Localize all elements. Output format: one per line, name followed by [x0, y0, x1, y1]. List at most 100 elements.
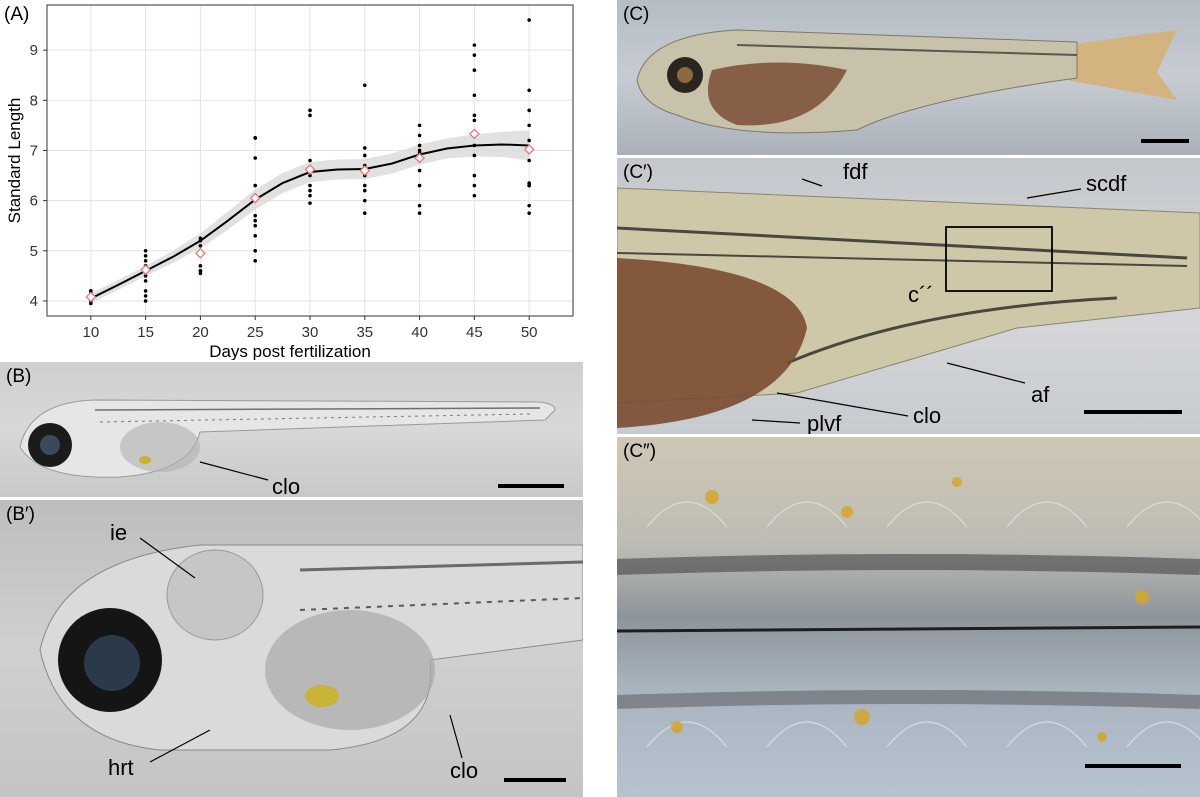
annotation-scdf: scdf — [1086, 171, 1127, 196]
annotation-clo: clo — [913, 403, 942, 428]
data-point — [308, 183, 312, 188]
y-tick-label: 8 — [30, 92, 38, 109]
data-point — [253, 233, 258, 238]
data-point — [308, 173, 312, 178]
data-point — [89, 289, 93, 293]
data-point — [143, 274, 148, 278]
data-point — [198, 269, 203, 273]
y-tick-label: 7 — [30, 142, 38, 159]
panel-c-label: (C) — [623, 4, 650, 25]
data-point — [143, 294, 148, 298]
data-point — [472, 173, 477, 178]
data-point — [417, 183, 422, 188]
data-point — [308, 108, 312, 113]
data-point — [253, 183, 258, 188]
data-point — [417, 203, 422, 208]
data-point — [527, 108, 531, 113]
data-point — [472, 53, 477, 57]
data-point — [198, 243, 203, 248]
x-tick-label: 35 — [356, 324, 373, 341]
data-point — [527, 183, 531, 188]
panel-b-larva-photo: (B) clo — [0, 362, 583, 497]
data-point — [362, 183, 367, 188]
data-point — [472, 153, 477, 158]
data-point — [527, 123, 531, 128]
data-point — [417, 211, 422, 215]
annotation-ie: ie — [110, 520, 128, 545]
data-point — [527, 181, 531, 185]
x-tick-label: 30 — [302, 324, 319, 341]
data-point — [417, 133, 422, 138]
data-point — [417, 123, 422, 128]
mean-marker — [194, 247, 206, 259]
panel-c-prime-label: (C′) — [623, 162, 653, 183]
data-point — [527, 18, 531, 22]
x-axis-label: Days post fertilization — [209, 342, 371, 360]
data-point — [143, 279, 148, 283]
mean-marker — [414, 152, 426, 164]
data-point — [362, 211, 367, 215]
panel-c-double-prime-scale-closeup: (C″) — [617, 437, 1200, 797]
data-point — [527, 88, 531, 93]
data-point — [527, 158, 531, 163]
mean-marker — [249, 192, 261, 204]
x-tick-label: 50 — [521, 324, 538, 341]
data-point — [472, 68, 477, 73]
data-point — [143, 289, 148, 293]
annotation-hrt: hrt — [108, 755, 134, 780]
annotation-leader-lines — [139, 537, 463, 763]
data-point — [253, 136, 258, 140]
annotation-leader-lines — [199, 461, 269, 481]
data-point — [362, 198, 367, 203]
data-point — [472, 43, 477, 47]
data-point — [527, 203, 531, 208]
panel-b-label: (B) — [6, 366, 32, 387]
data-point — [472, 193, 477, 198]
x-tick-label: 40 — [411, 324, 428, 341]
data-point — [143, 299, 148, 303]
scale-bar — [504, 778, 566, 782]
data-point — [198, 271, 203, 276]
data-point — [362, 146, 367, 150]
y-tick-label: 5 — [30, 243, 38, 260]
larva-closeup-illustration — [39, 544, 583, 751]
data-point — [198, 264, 203, 268]
mean-marker — [359, 165, 371, 176]
data-point — [253, 218, 258, 223]
mean-marker — [468, 128, 480, 140]
mean-marker — [85, 291, 97, 303]
data-point — [253, 156, 258, 160]
data-point — [472, 183, 477, 188]
scale-closeup-illustration — [617, 477, 1200, 748]
panel-c-juvenile-photo: (C) — [617, 0, 1200, 155]
annotation-plvf: plvf — [807, 411, 842, 434]
panel-b-prime-label: (B′) — [6, 504, 35, 525]
y-tick-label: 9 — [30, 42, 38, 59]
data-point — [308, 113, 312, 118]
data-point — [417, 148, 422, 153]
panel-a-label: (A) — [4, 4, 30, 25]
panel-c-prime-fin-closeup: (C′) fdf scdf c´´ af clo plvf — [617, 158, 1200, 434]
data-point — [472, 93, 477, 98]
scale-bar — [498, 484, 564, 488]
data-point — [143, 254, 148, 258]
panel-c-double-prime-label: (C″) — [623, 441, 657, 462]
data-point — [308, 188, 312, 193]
panel-b-prime-larva-closeup: (B′) ie hrt clo — [0, 500, 583, 797]
scale-bar — [1084, 410, 1182, 414]
data-point — [362, 188, 367, 193]
data-point — [417, 168, 422, 173]
fin-closeup-illustration — [617, 178, 1200, 428]
data-point — [527, 211, 531, 215]
mean-marker — [140, 264, 152, 276]
data-point — [362, 153, 367, 158]
data-point — [362, 83, 367, 88]
data-point — [253, 248, 258, 253]
annotation-fdf: fdf — [843, 159, 868, 184]
x-tick-label: 25 — [247, 324, 264, 341]
data-point — [308, 201, 312, 205]
panel-a-chart: 10 15 20 25 30 35 40 45 50 4 5 6 7 8 9 Days post fertil… — [0, 0, 590, 360]
y-tick-label: 4 — [30, 293, 38, 310]
mean-marker — [523, 144, 535, 155]
